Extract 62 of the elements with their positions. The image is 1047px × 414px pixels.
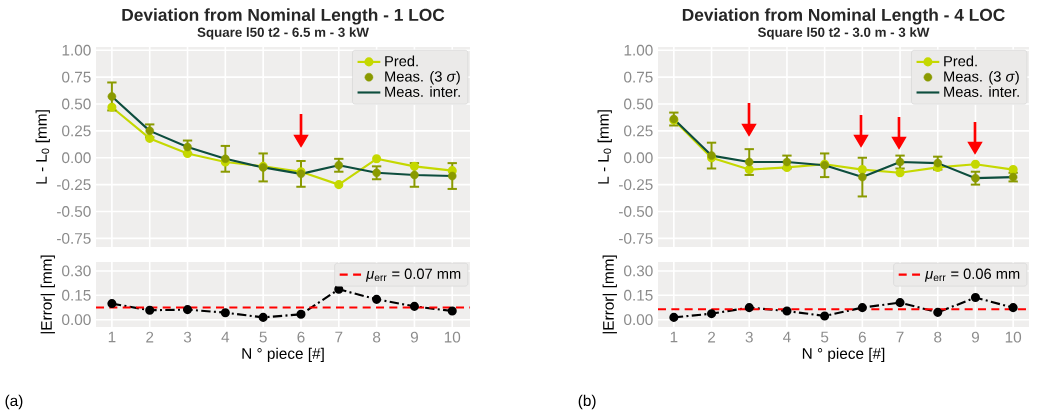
legend-label: μ$_{err}$ = 0.06 mm — [924, 268, 1020, 282]
x-axis-title: N ° piece [#] — [802, 347, 885, 362]
y-tick-label: 1.00 — [624, 44, 653, 56]
y-axis-title: |Error| [mm] — [602, 255, 617, 334]
y-axis-title: L - L$_{0}$ [mm] — [35, 110, 50, 184]
legend-label: Meas. inter. — [944, 86, 1019, 97]
y-tick-label: -0.75 — [57, 232, 91, 244]
x-tick-label: 10 — [444, 331, 461, 343]
x-tick-label: 1 — [108, 331, 116, 343]
y-tick-label: 0.00 — [624, 152, 653, 164]
x-tick-label: 1 — [670, 331, 678, 343]
y-tick-label: 0.50 — [624, 98, 653, 110]
x-tick-label: 4 — [783, 331, 791, 343]
legend-label: Pred. — [385, 55, 418, 67]
text: (a) — [5, 394, 23, 410]
x-tick-label: 6 — [858, 331, 866, 343]
y-tick-label: 0.75 — [62, 71, 91, 83]
x-tick-label: 5 — [259, 331, 267, 343]
legend-label: Pred. — [944, 55, 977, 67]
x-tick-label: 8 — [373, 331, 381, 343]
y-tick-label: 0.00 — [624, 314, 653, 326]
x-tick-label: 2 — [146, 331, 154, 343]
y-tick-label: 0.15 — [624, 289, 653, 301]
y-tick-label: 0.00 — [62, 152, 91, 164]
x-tick-label: 5 — [820, 331, 829, 343]
x-tick-label: 9 — [971, 331, 979, 343]
chart-subtitle: Square l50 t2 - 3.0 m - 3 kW — [757, 27, 930, 40]
legend-label: Meas. (3 σ) — [385, 70, 460, 85]
x-tick-label: 7 — [335, 331, 343, 343]
y-tick-label: -0.25 — [619, 179, 653, 191]
x-tick-label: 3 — [183, 331, 192, 343]
y-tick-label: -0.75 — [619, 232, 653, 244]
y-tick-label: 0.00 — [62, 314, 91, 326]
legend-label: Meas. inter. — [385, 86, 460, 97]
x-tick-label: 2 — [708, 331, 716, 343]
x-tick-label: 10 — [1005, 331, 1022, 343]
x-tick-label: 8 — [934, 331, 942, 343]
x-tick-label: 7 — [896, 331, 904, 343]
y-tick-label: 0.75 — [624, 71, 653, 83]
y-tick-label: 1.00 — [62, 44, 91, 56]
chart-title: Deviation from Nominal Length - 4 LOC — [682, 8, 1005, 25]
x-tick-label: 4 — [221, 331, 230, 343]
chart-title: Deviation from Nominal Length - 1 LOC — [122, 8, 445, 25]
x-tick-label: 3 — [745, 331, 753, 343]
x-tick-label: 6 — [297, 331, 305, 343]
y-tick-label: -0.50 — [619, 206, 653, 217]
x-axis-title: N ° piece [#] — [242, 347, 324, 362]
y-tick-label: 0.15 — [62, 289, 91, 301]
y-tick-label: -0.50 — [57, 206, 91, 217]
legend-label: Meas. (3 σ) — [944, 70, 1019, 85]
legend-label: μ$_{err}$ = 0.07 mm — [365, 268, 461, 282]
y-tick-label: 0.25 — [624, 125, 653, 137]
y-tick-label: 0.30 — [624, 265, 653, 277]
text: (b) — [578, 394, 596, 410]
y-tick-label: 0.25 — [62, 125, 91, 137]
y-tick-label: 0.30 — [62, 265, 91, 277]
chart-subtitle: Square l50 t2 - 6.5 m - 3 kW — [197, 27, 369, 40]
y-tick-label: -0.25 — [57, 179, 91, 191]
y-axis-title: |Error| [mm] — [40, 255, 55, 334]
x-tick-label: 9 — [410, 331, 418, 343]
y-tick-label: 0.50 — [62, 98, 91, 110]
y-axis-title: L - L$_{0}$ [mm] — [597, 110, 612, 184]
